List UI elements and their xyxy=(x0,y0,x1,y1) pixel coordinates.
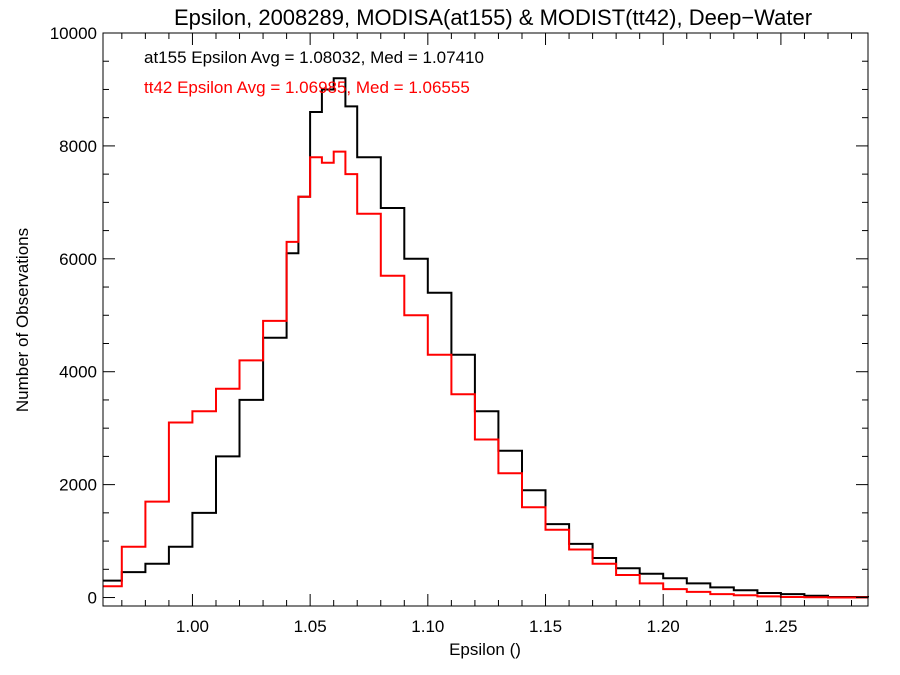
y-tick-label: 8000 xyxy=(59,137,97,156)
annotation-at155: at155 Epsilon Avg = 1.08032, Med = 1.074… xyxy=(144,48,484,67)
y-tick-label: 6000 xyxy=(59,250,97,269)
y-axis-label: Number of Observations xyxy=(13,228,32,412)
x-tick-label: 1.15 xyxy=(529,617,562,636)
x-tick-label: 1.00 xyxy=(176,617,209,636)
series-line-1 xyxy=(103,150,868,599)
x-tick-label: 1.05 xyxy=(294,617,327,636)
axis-ticks: 1.00 1.05 1.10 1.15 1.20 1.25 0 2000 4000 6000 800… xyxy=(50,24,868,636)
x-tick-label: 1.20 xyxy=(647,617,680,636)
plot-frame xyxy=(102,32,869,607)
annotation-tt42: tt42 Epsilon Avg = 1.06985, Med = 1.0655… xyxy=(144,78,470,97)
y-tick-label: 10000 xyxy=(50,24,97,43)
x-tick-label: 1.10 xyxy=(411,617,444,636)
chart-title: Epsilon, 2008289, MODISA(at155) & MODIST… xyxy=(174,5,812,30)
x-tick-label: 1.25 xyxy=(764,617,797,636)
series-line-0 xyxy=(103,77,869,598)
y-tick-label: 4000 xyxy=(59,363,97,382)
plot-series xyxy=(103,77,869,599)
y-tick-label: 2000 xyxy=(59,476,97,495)
y-tick-label: 0 xyxy=(88,589,97,608)
x-axis-label: Epsilon () xyxy=(449,640,521,659)
